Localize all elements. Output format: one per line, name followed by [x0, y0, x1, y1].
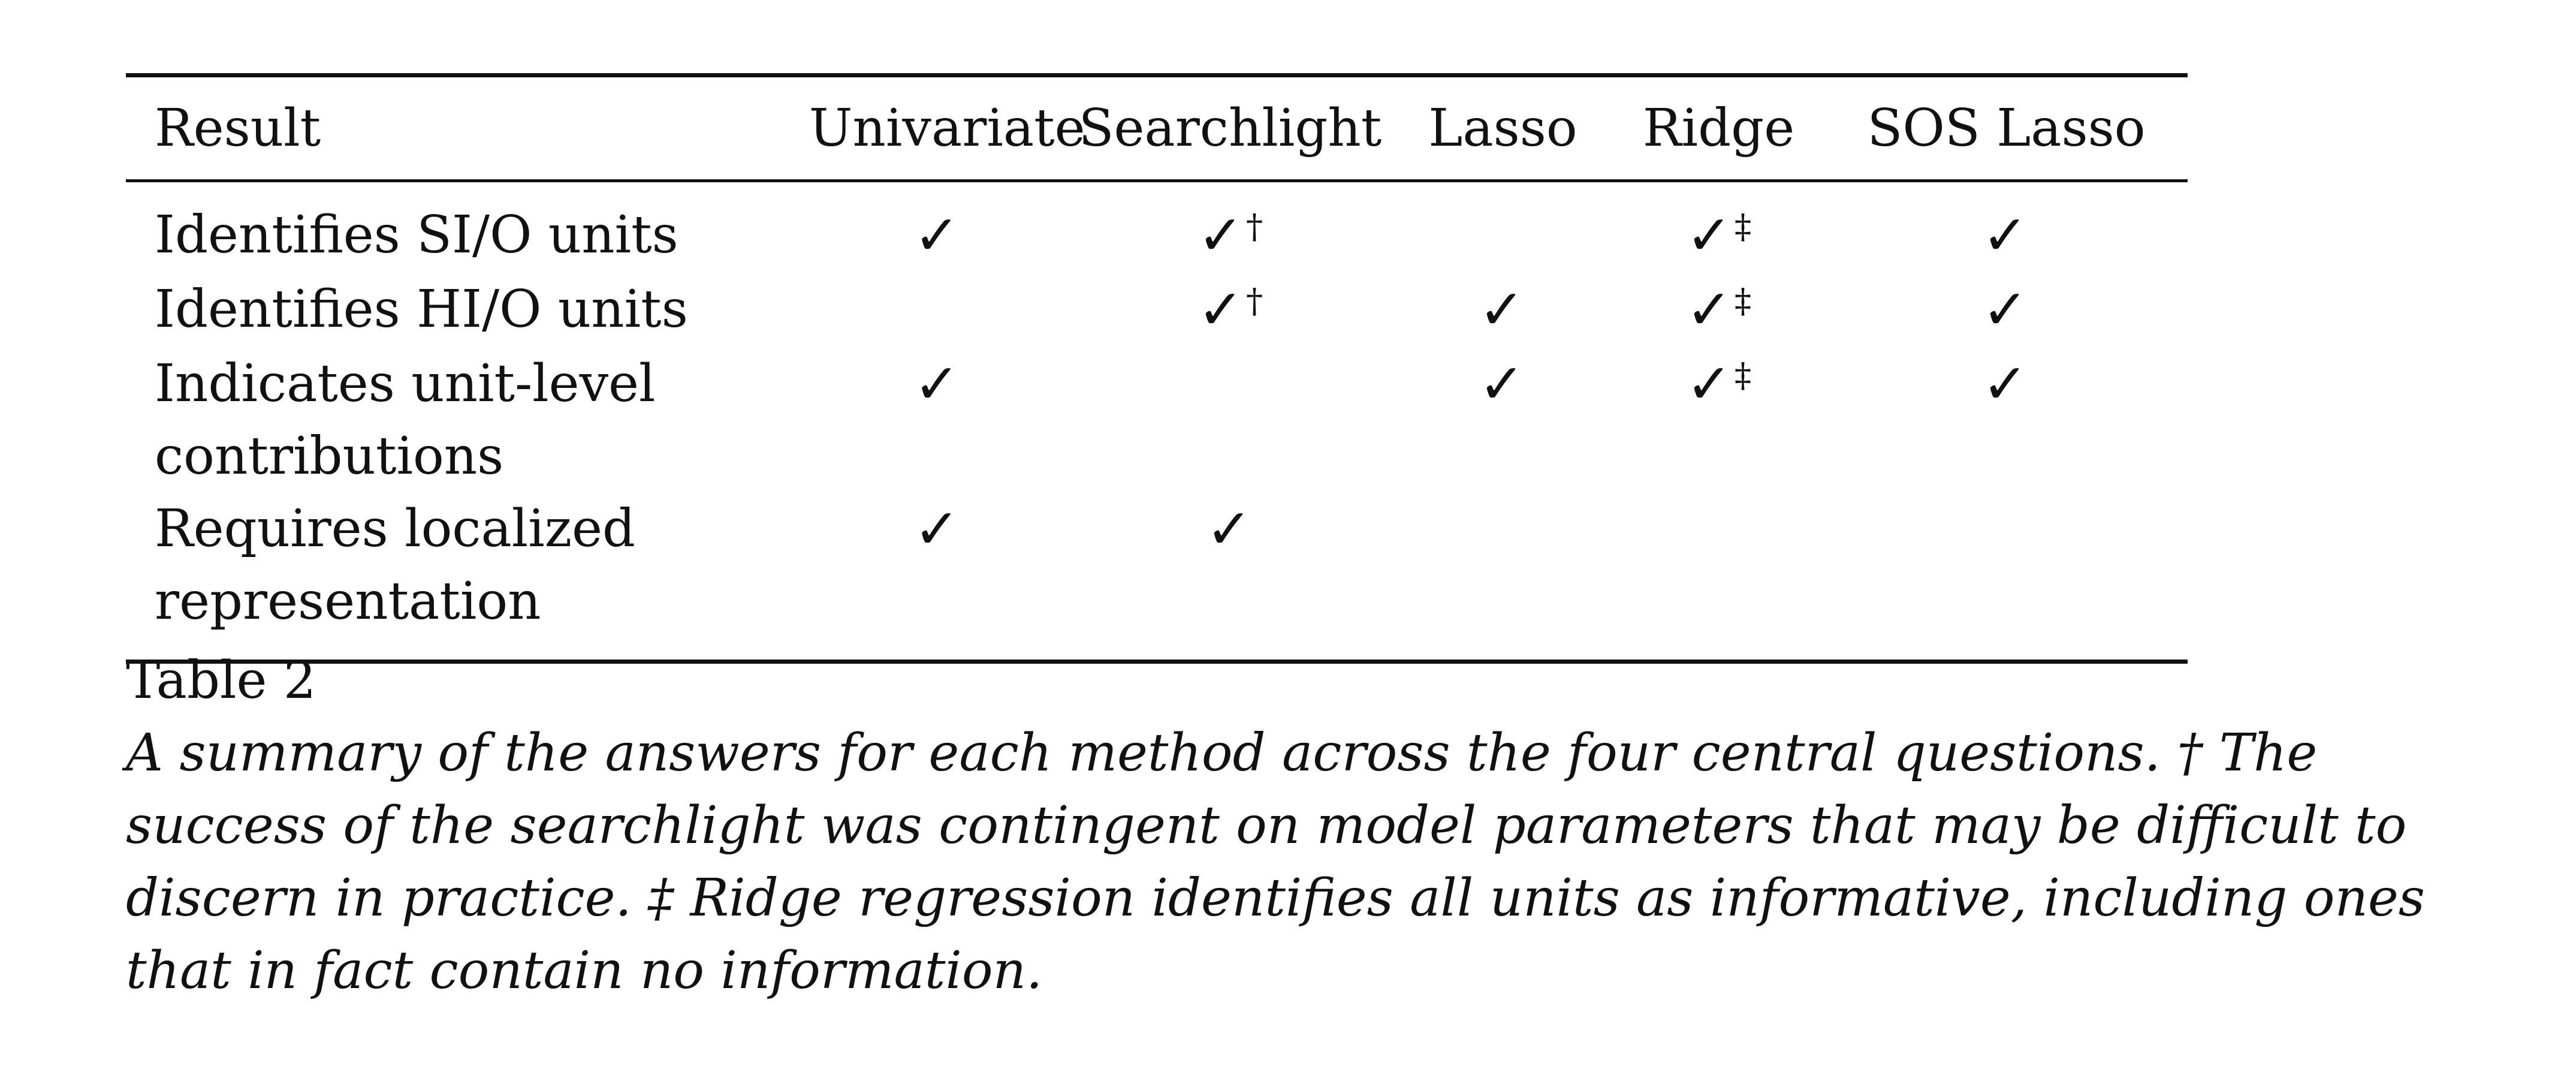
cell-univariate — [809, 273, 1067, 348]
check-icon: ✓ — [1205, 497, 1253, 561]
double-dagger-mark: ‡ — [1735, 207, 1752, 246]
row-label-line-2: contributions — [155, 426, 504, 486]
cell-univariate: ✓ — [809, 182, 1067, 273]
cell-univariate: ✓ — [809, 493, 1067, 660]
table-bottom-rule — [126, 660, 2188, 664]
cell-searchlight: ✓† — [1067, 273, 1393, 348]
table-row: Indicates unit-level contributions ✓ ✓ ✓‡… — [126, 348, 2188, 493]
header-univariate: Univariate — [809, 98, 1085, 158]
row-label-line-2: representation — [155, 571, 541, 631]
check-icon: ✓ — [913, 497, 960, 561]
cell-lasso — [1393, 493, 1612, 660]
check-icon: ✓ — [1981, 352, 2029, 416]
check-icon: ✓ — [1685, 278, 1733, 342]
header-result: Result — [155, 98, 321, 158]
cell-searchlight — [1067, 348, 1393, 493]
table-row: Requires localized representation ✓ ✓ — [126, 493, 2188, 660]
cell-ridge: ✓‡ — [1612, 273, 1825, 348]
cell-lasso — [1393, 182, 1612, 273]
table-header-rule — [126, 179, 2188, 182]
comparison-table: Result Univariate Searchlight Lasso Ridg… — [126, 77, 2188, 179]
double-dagger-mark: ‡ — [1735, 282, 1752, 321]
caption-label: Table 2 — [126, 651, 316, 710]
cell-univariate: ✓ — [809, 348, 1067, 493]
caption-text: A summary of the answers for each method… — [126, 723, 2425, 1001]
cell-lasso: ✓ — [1393, 273, 1612, 348]
row-label: Indicates unit-level contributions — [126, 348, 809, 493]
cell-ridge: ✓‡ — [1612, 182, 1825, 273]
row-label: Identifies SI/O units — [155, 205, 678, 265]
double-dagger-mark: ‡ — [1735, 356, 1752, 395]
table-row: Identifies SI/O units ✓ ✓† ✓‡ ✓ — [126, 182, 2188, 273]
check-icon: ✓ — [1981, 203, 2029, 267]
cell-sos-lasso: ✓ — [1825, 273, 2188, 348]
cell-sos-lasso: ✓ — [1825, 348, 2188, 493]
cell-ridge: ✓‡ — [1612, 348, 1825, 493]
cell-searchlight: ✓† — [1067, 182, 1393, 273]
header-ridge: Ridge — [1642, 98, 1795, 158]
cell-lasso: ✓ — [1393, 348, 1612, 493]
header-searchlight: Searchlight — [1078, 98, 1382, 158]
row-label: Identifies HI/O units — [155, 279, 688, 339]
check-icon: ✓ — [1197, 278, 1244, 342]
cell-searchlight: ✓ — [1067, 493, 1393, 660]
table-row: Identifies HI/O units ✓† ✓ ✓‡ ✓ — [126, 273, 2188, 348]
check-icon: ✓ — [1478, 278, 1525, 342]
header-sos-lasso: SOS Lasso — [1867, 98, 2146, 158]
check-icon: ✓ — [913, 203, 960, 267]
check-icon: ✓ — [913, 352, 960, 416]
cell-sos-lasso: ✓ — [1825, 182, 2188, 273]
cell-sos-lasso — [1825, 493, 2188, 660]
check-icon: ✓ — [1685, 203, 1733, 267]
header-row: Result Univariate Searchlight Lasso Ridg… — [126, 77, 2188, 179]
cell-ridge — [1612, 493, 1825, 660]
dagger-mark: † — [1246, 207, 1263, 246]
row-label-line-1: Requires localized — [155, 499, 636, 559]
check-icon: ✓ — [1981, 278, 2029, 342]
row-label: Requires localized representation — [126, 493, 809, 660]
check-icon: ✓ — [1478, 352, 1525, 416]
row-label-line-1: Indicates unit-level — [155, 354, 656, 414]
comparison-table-body: Identifies SI/O units ✓ ✓† ✓‡ ✓ Identifi… — [126, 182, 2188, 660]
header-lasso: Lasso — [1428, 98, 1577, 158]
dagger-mark: † — [1246, 282, 1263, 321]
table-top-rule — [126, 73, 2188, 77]
check-icon: ✓ — [1197, 203, 1244, 267]
table-caption: Table 2 A summary of the answers for eac… — [126, 645, 2517, 1007]
check-icon: ✓ — [1685, 352, 1733, 416]
results-table: Result Univariate Searchlight Lasso Ridg… — [126, 73, 2188, 664]
